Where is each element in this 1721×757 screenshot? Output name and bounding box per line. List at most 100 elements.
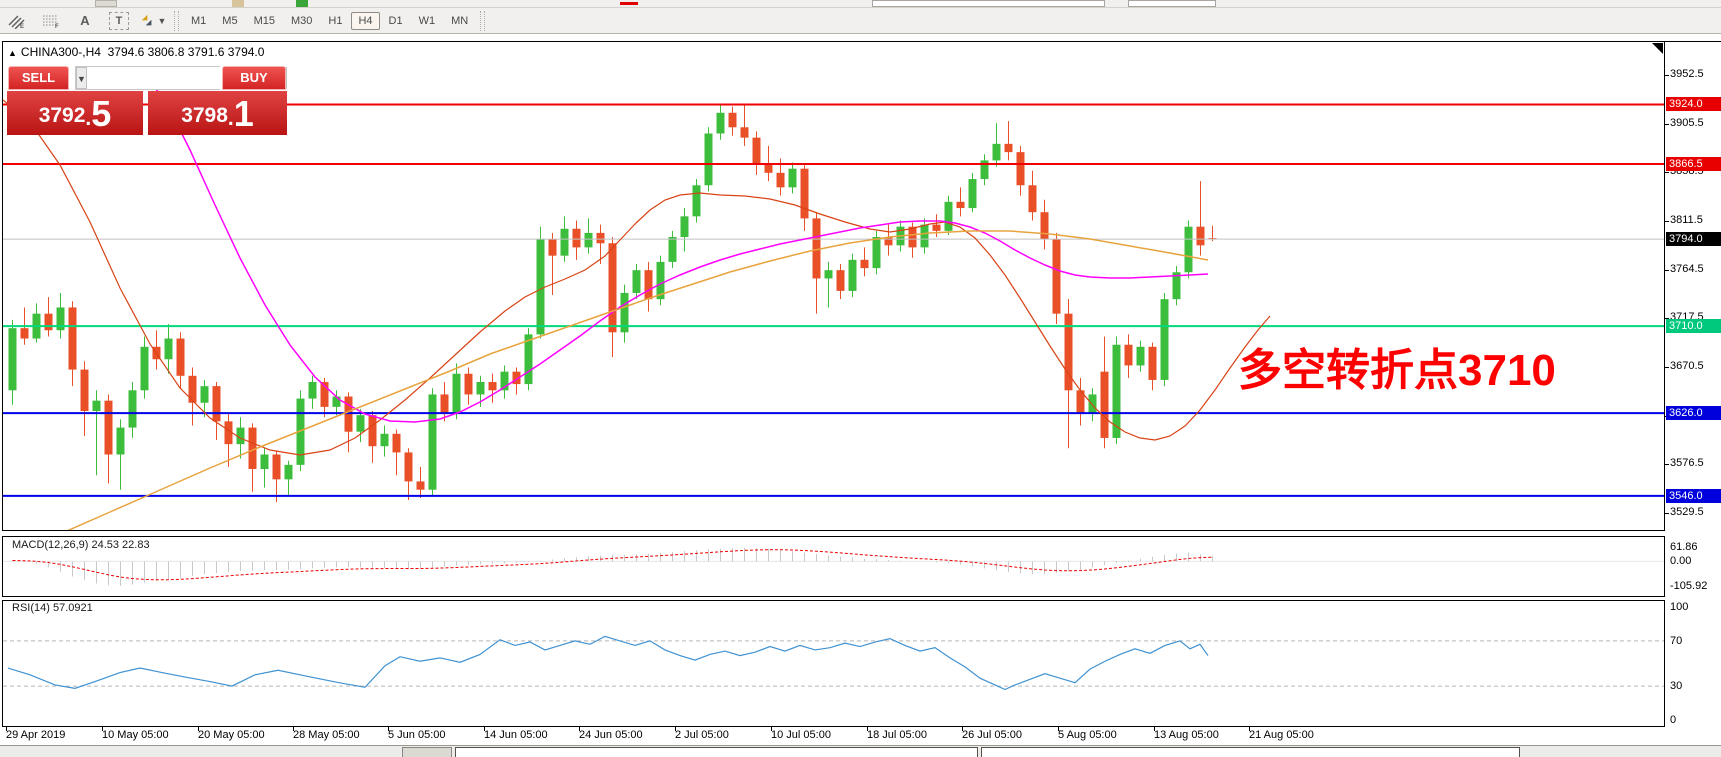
candle-body — [764, 164, 773, 173]
candle-body — [1172, 272, 1181, 300]
candle-body — [236, 427, 245, 445]
macd-signal-line — [12, 549, 1213, 581]
timeframe-button-H4[interactable]: H4 — [351, 11, 380, 30]
macd-indicator-plot[interactable] — [2, 536, 1665, 597]
timeframe-button-D1[interactable]: D1 — [388, 14, 403, 27]
price-tick-mark — [1665, 464, 1669, 465]
timeframe-button-M15[interactable]: M15 — [253, 14, 275, 27]
candle-body — [128, 390, 137, 428]
toolbar-fragment — [296, 0, 308, 7]
candle-body — [620, 292, 629, 333]
candle-body — [728, 112, 737, 128]
bottom-tab-bar-sliver — [0, 745, 1721, 757]
candle-body — [1136, 346, 1145, 366]
date-tick-label: 5 Jun 05:00 — [388, 729, 446, 741]
date-tick-mark — [198, 727, 199, 731]
date-tick-label: 20 May 05:00 — [198, 729, 265, 741]
candle-body — [560, 228, 569, 256]
candle-body — [992, 143, 1001, 161]
candle-body — [248, 427, 257, 469]
candle-body — [188, 375, 197, 403]
candle-body — [308, 382, 317, 399]
candle-body — [176, 338, 185, 376]
sell-price-tile[interactable]: 3792. 5 — [7, 91, 143, 135]
candle-body — [860, 259, 869, 269]
price-tick-mark — [1665, 318, 1669, 319]
candle-body — [704, 133, 713, 186]
date-tick-mark — [962, 727, 963, 731]
candle-body — [740, 127, 749, 138]
candle-body — [668, 237, 677, 262]
candle-body — [92, 400, 101, 412]
candle-body — [440, 394, 449, 414]
price-level-badge: 3924.0 — [1666, 97, 1721, 111]
sell-button[interactable]: SELL — [8, 66, 69, 90]
price-tick-mark — [1665, 172, 1669, 173]
dot: . — [85, 107, 92, 130]
candle-body — [116, 427, 125, 455]
price-tick-label: 3529.5 — [1670, 506, 1704, 518]
candle-body — [212, 386, 221, 422]
text-icon[interactable]: A — [80, 13, 90, 28]
candle-body — [1064, 313, 1073, 391]
ma-magenta — [139, 69, 1209, 423]
volume-decrease-button[interactable]: ▼ — [76, 67, 87, 89]
toolbar-separator — [480, 10, 486, 31]
candle-body — [428, 394, 437, 490]
candle-body — [1148, 346, 1157, 380]
chart-shift-marker-icon[interactable] — [1652, 43, 1663, 54]
candle-body — [680, 216, 689, 238]
candle-body — [452, 373, 461, 414]
candle-body — [572, 228, 581, 248]
candle-body — [752, 137, 761, 165]
main-chart-plot[interactable] — [2, 41, 1665, 531]
timeframe-button-H1[interactable]: H1 — [328, 14, 343, 27]
ma-fast-red — [3, 99, 1271, 456]
price-tick-mark — [1665, 124, 1669, 125]
date-tick-mark — [1154, 727, 1155, 731]
date-tick-mark — [771, 727, 772, 731]
rsi-scale-label: 30 — [1670, 680, 1683, 692]
chart-title-ohlc: ▲ CHINA300-,H4 3794.6 3806.8 3791.6 3794.… — [8, 45, 264, 59]
toolbar-separator — [174, 10, 179, 31]
candle-body — [368, 415, 377, 447]
timeframe-button-M1[interactable]: M1 — [191, 14, 207, 27]
date-tick-label: 2 Jul 05:00 — [675, 729, 729, 741]
timeframe-button-M30[interactable]: M30 — [290, 14, 313, 27]
date-tick-label: 10 May 05:00 — [102, 729, 169, 741]
price-level-badge: 3710.0 — [1666, 319, 1721, 333]
candle-body — [1076, 390, 1085, 414]
candle-body — [8, 328, 17, 391]
buy-price-tile[interactable]: 3798. 1 — [148, 91, 287, 135]
candle-body — [632, 270, 641, 293]
price-level-badge: 3626.0 — [1666, 406, 1721, 420]
candle-body — [1112, 344, 1121, 438]
window-fragment — [981, 747, 1520, 757]
svg-text:E: E — [20, 24, 24, 29]
price-tick-mark — [1665, 367, 1669, 368]
sell-price-int: 3792 — [38, 104, 86, 127]
candle-body — [812, 218, 821, 279]
candle-body — [1196, 226, 1205, 246]
date-tick-label: 10 Jul 05:00 — [771, 729, 831, 741]
arrows-icon[interactable]: ▼ — [136, 10, 170, 32]
candle-body — [260, 454, 269, 469]
rsi-indicator-plot[interactable] — [2, 600, 1665, 727]
price-level-badge: 3794.0 — [1666, 232, 1721, 246]
candle-body — [596, 232, 605, 244]
fibonacci-icon[interactable]: F — [34, 10, 68, 32]
equidistant-channel-icon[interactable]: E — [0, 10, 34, 32]
price-tick-label: 3952.5 — [1670, 68, 1704, 80]
collapse-triangle-icon[interactable]: ▲ — [8, 48, 17, 58]
text-label-icon[interactable]: T — [109, 11, 129, 30]
timeframe-button-M5[interactable]: M5 — [222, 14, 238, 27]
timeframe-button-W1[interactable]: W1 — [418, 14, 436, 27]
candle-body — [644, 270, 653, 300]
candle-body — [548, 239, 557, 256]
price-tick-label: 3576.5 — [1670, 457, 1704, 469]
dropdown-caret-icon[interactable]: ▼ — [157, 15, 167, 26]
price-tick-mark — [1665, 75, 1669, 76]
timeframe-button-MN[interactable]: MN — [451, 14, 469, 27]
buy-button[interactable]: BUY — [222, 66, 286, 90]
